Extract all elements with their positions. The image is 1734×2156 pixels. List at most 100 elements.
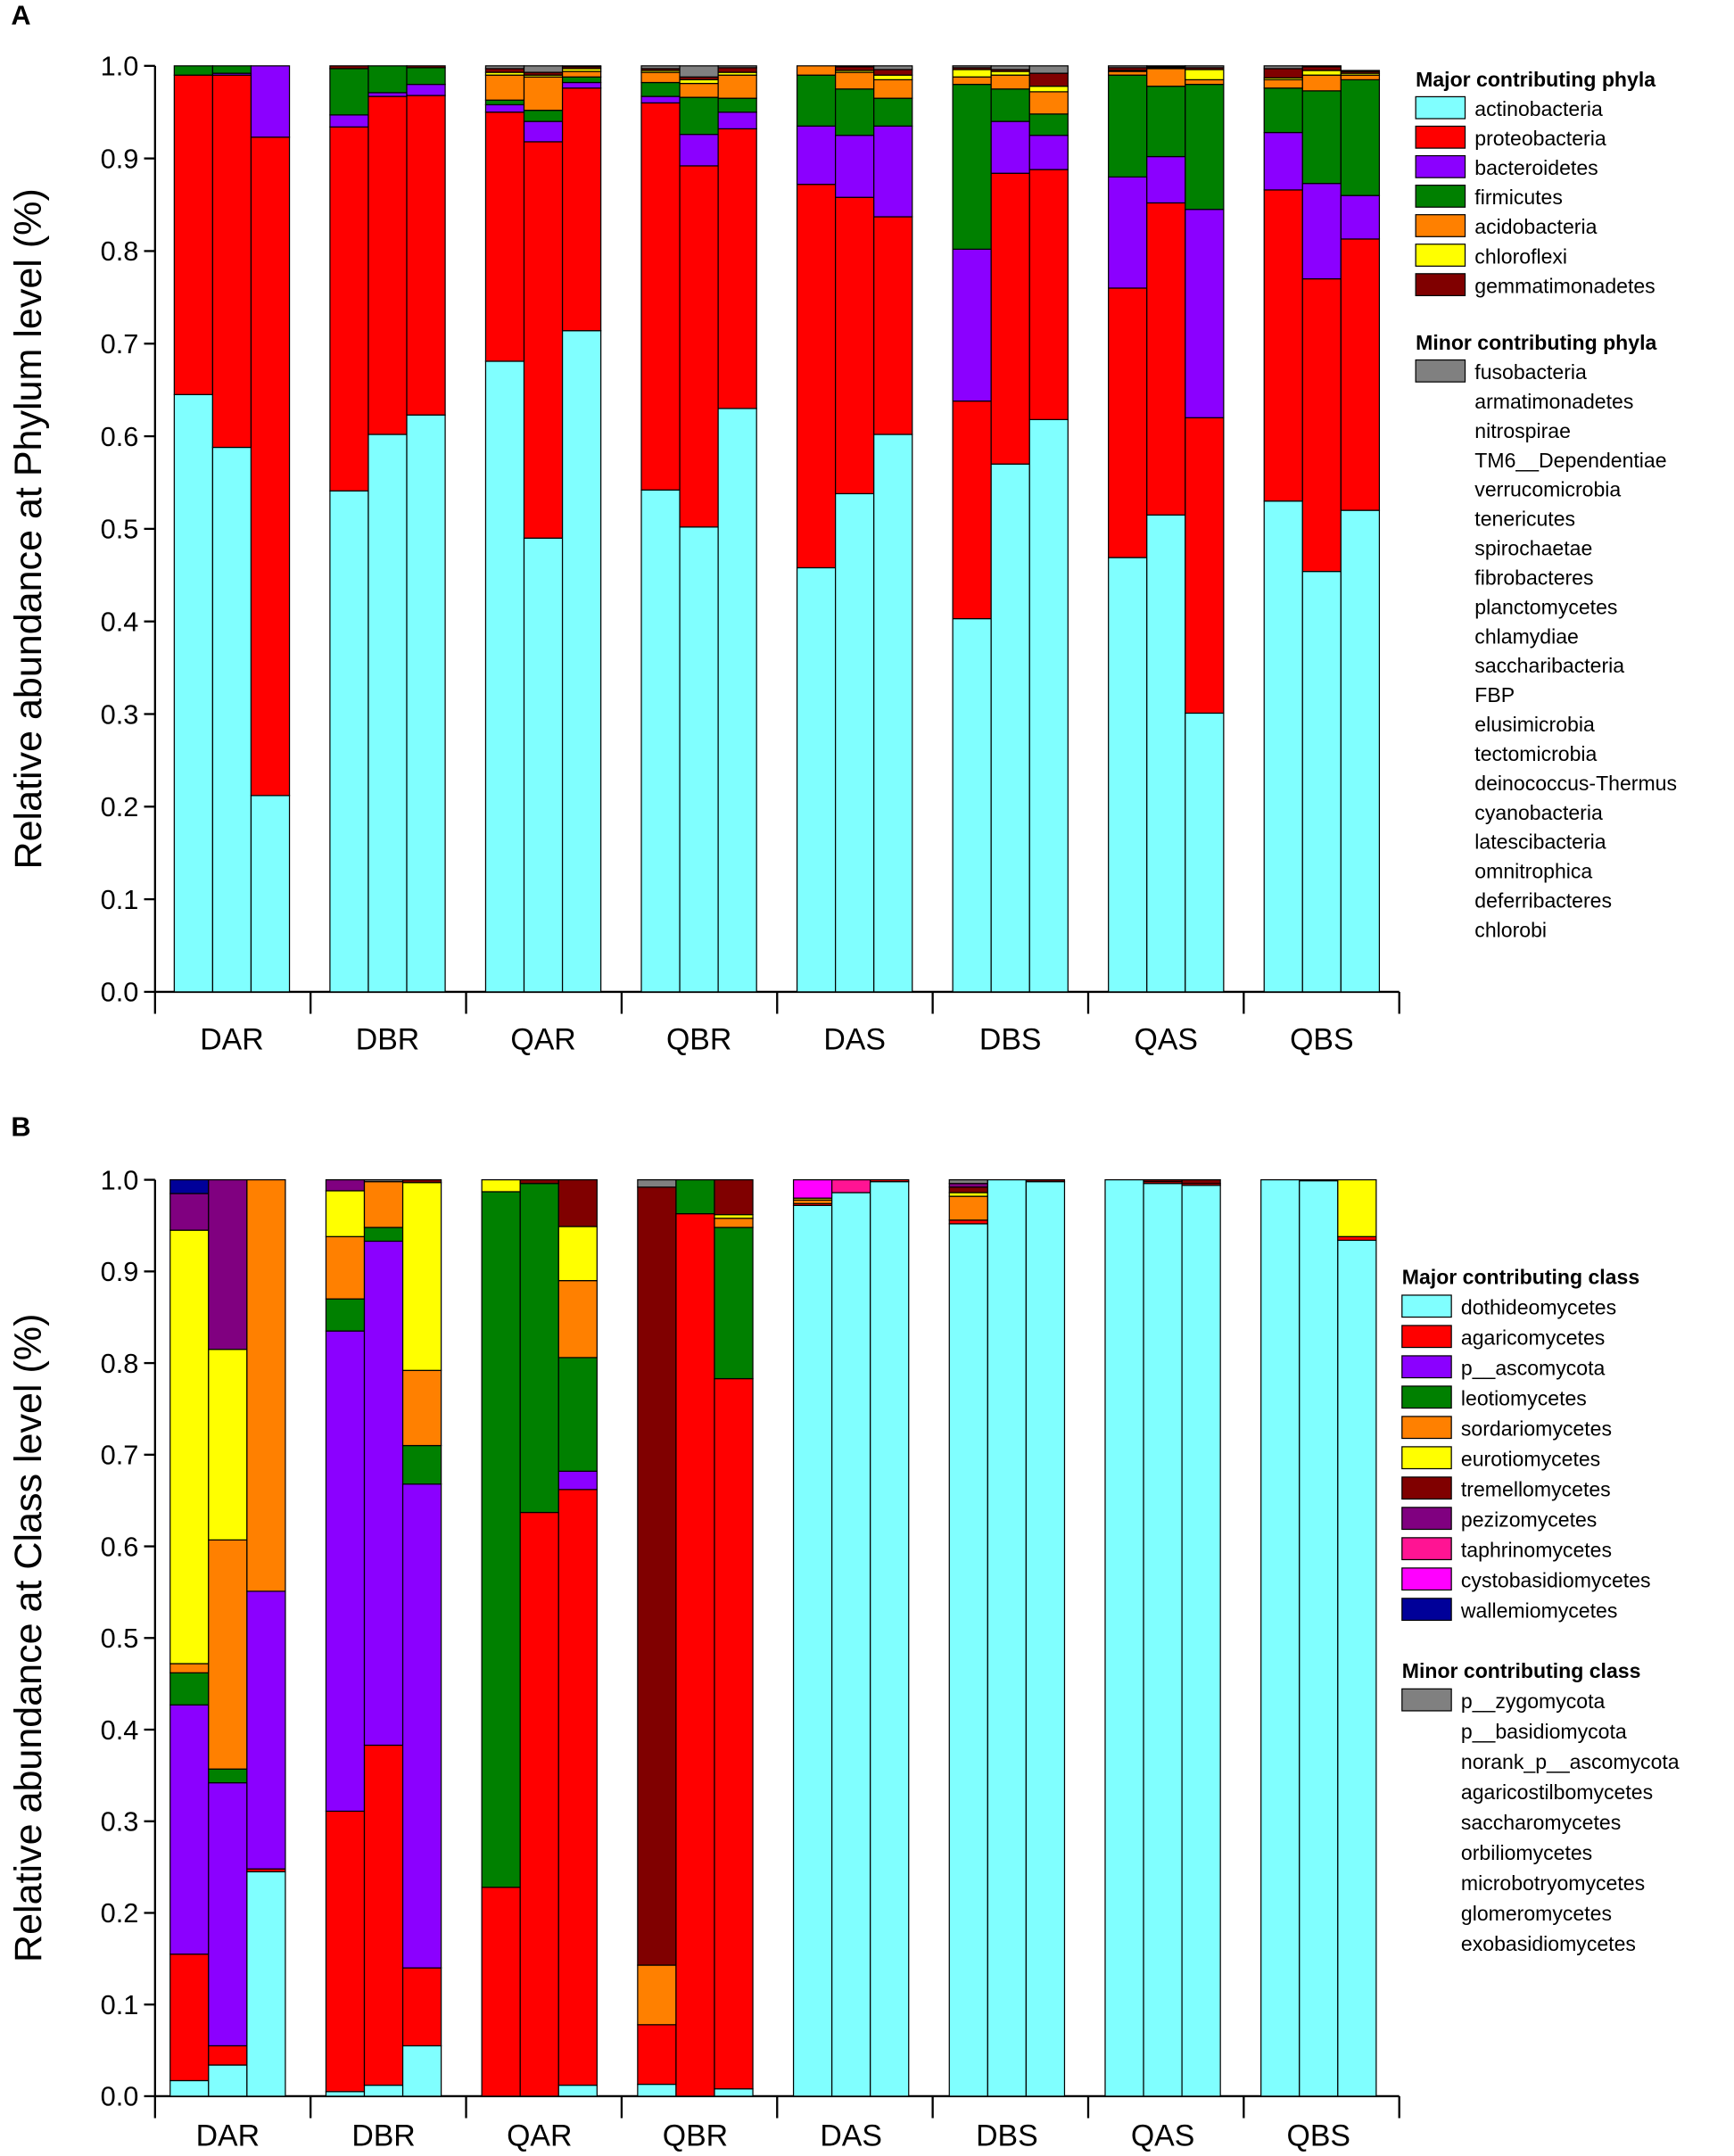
bar-segment — [873, 97, 913, 127]
bar-segment — [208, 2044, 248, 2066]
legend-label: saccharomycetes — [1461, 1811, 1621, 1834]
bar-segment — [401, 1178, 442, 1184]
bar-segment — [1340, 238, 1381, 511]
bar-segment — [561, 87, 602, 332]
legend-label: p__basidiomycota — [1461, 1720, 1627, 1743]
bar-segment — [1337, 1235, 1377, 1242]
y-tick-label: 0.1 — [101, 884, 139, 915]
bar-segment — [208, 2064, 248, 2097]
bar-segment — [870, 1181, 910, 2097]
bar-segment — [557, 1470, 598, 1491]
x-tick-label: DAS — [823, 1023, 886, 1057]
bar-segment — [835, 71, 875, 90]
legend-label: elusimicrobia — [1474, 713, 1595, 736]
bar-segment — [717, 65, 757, 69]
legend-swatch — [1401, 1294, 1452, 1318]
legend-swatch — [1401, 1385, 1452, 1409]
bar-segment — [329, 65, 369, 70]
bar-segment — [208, 1178, 248, 1351]
y-axis-label: Relative abundance at Phylum level (%) — [7, 188, 50, 869]
bar-segment — [835, 66, 875, 71]
bar-segment — [329, 126, 369, 492]
bar-segment — [1263, 500, 1303, 993]
bar-segment — [717, 112, 757, 130]
bar-segment — [717, 97, 757, 113]
bar-segment — [679, 165, 719, 528]
x-tick-label: QBR — [666, 1023, 731, 1057]
legend-label: agaricomycetes — [1461, 1326, 1605, 1349]
legend-swatch — [1415, 244, 1466, 267]
bar-segment — [1143, 1183, 1183, 2097]
bar-segment — [1104, 1178, 1144, 2097]
legend-label: dothideomycetes — [1461, 1295, 1616, 1318]
legend-label: firmicutes — [1474, 186, 1563, 209]
bar-segment — [1185, 65, 1225, 69]
bar-segment — [640, 102, 681, 491]
y-tick-label: 0.8 — [101, 1348, 139, 1379]
bar-segment — [561, 76, 602, 84]
bar-segment — [401, 1967, 442, 2047]
legend-label: tenericutes — [1474, 508, 1575, 531]
bar-segment — [208, 1539, 248, 1770]
legend-label: bacteroidetes — [1474, 156, 1598, 179]
bar-segment — [208, 1349, 248, 1541]
bar-segment — [557, 1226, 598, 1282]
bar-segment — [169, 1178, 210, 1194]
bar-segment — [1108, 70, 1148, 76]
bar-segment — [363, 1240, 404, 1747]
bar-segment — [1263, 87, 1303, 134]
legend-label: chlorobi — [1474, 918, 1547, 941]
bar-segment — [325, 2091, 366, 2097]
bar-segment — [1028, 135, 1069, 170]
bar-segment — [990, 65, 1030, 70]
bar-segment — [523, 65, 564, 73]
bar-segment — [481, 1887, 521, 2097]
bar-segment — [1340, 78, 1381, 196]
bar-segment — [484, 68, 525, 73]
bar-segment — [169, 1704, 210, 1955]
bar-segment — [873, 125, 913, 218]
bar-segment — [523, 537, 564, 993]
bar-segment — [519, 1183, 559, 1514]
bar-segment — [714, 2088, 754, 2097]
bar-segment — [173, 393, 214, 993]
legend-label: wallemiomycetes — [1460, 1598, 1617, 1622]
bar-segment — [948, 1219, 988, 1225]
bar-segment — [1185, 417, 1225, 715]
bar-segment — [250, 795, 291, 993]
legend-title: Major contributing phyla — [1416, 68, 1656, 91]
bar-segment — [637, 2083, 677, 2097]
bar-segment — [835, 88, 875, 136]
bar-segment — [363, 1181, 404, 1228]
bar-segment — [1185, 78, 1225, 86]
bar-segment — [717, 74, 757, 99]
legend-label: FBP — [1474, 683, 1515, 706]
bar-segment — [873, 78, 913, 99]
bar-segment — [523, 76, 564, 112]
bar-segment — [1301, 74, 1342, 92]
bar-segment — [208, 1781, 248, 2047]
bar-segment — [714, 1218, 754, 1228]
bar-segment — [675, 1178, 715, 1215]
bar-segment — [1025, 1181, 1066, 2097]
bar-segment — [173, 65, 214, 76]
y-tick-label: 1.0 — [101, 1164, 139, 1195]
bar-segment — [519, 1178, 559, 1185]
legend-swatch — [1401, 1567, 1452, 1591]
bar-segment — [1337, 1178, 1377, 1237]
bar-segment — [990, 74, 1030, 90]
bar-segment — [952, 83, 992, 250]
bar-segment — [329, 490, 369, 993]
bar-segment — [169, 1193, 210, 1231]
x-tick-label: DBR — [356, 1023, 419, 1057]
bar-segment — [1028, 169, 1069, 420]
bar-segment — [1028, 113, 1069, 136]
bar-segment — [406, 83, 446, 96]
legend-label: cystobasidiomycetes — [1461, 1568, 1651, 1591]
bar-segment — [561, 330, 602, 993]
legend-label: gemmatimonadetes — [1474, 274, 1655, 297]
legend-swatch — [1401, 1446, 1452, 1470]
legend-swatch — [1415, 359, 1466, 383]
bar-segment — [1299, 1178, 1339, 1182]
